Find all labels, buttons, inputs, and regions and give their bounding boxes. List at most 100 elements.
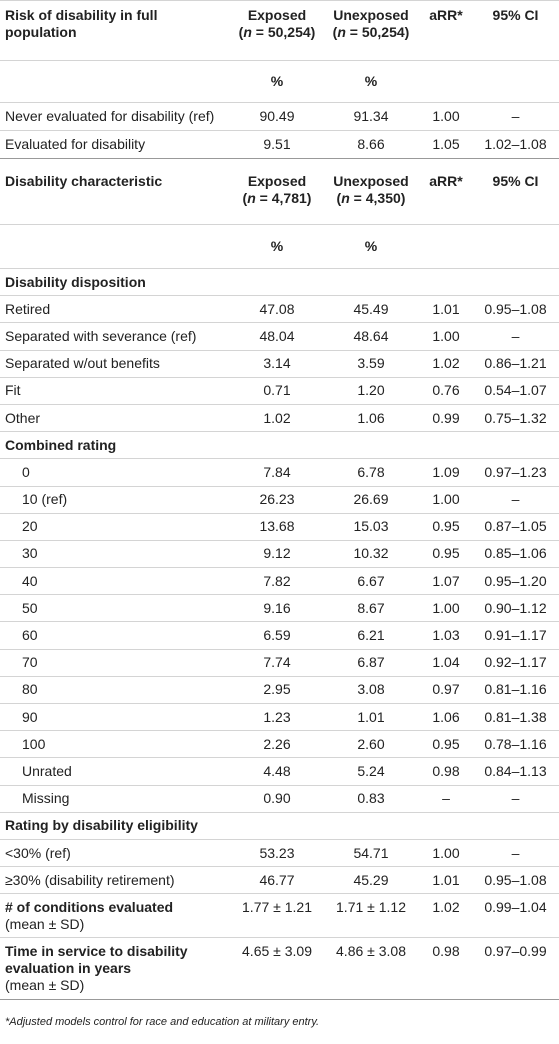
value-cell: 0.98 (420, 757, 472, 786)
row-label: 50 (0, 594, 232, 622)
value-cell: 1.00 (420, 838, 472, 867)
value-cell: 1.00 (420, 102, 472, 131)
summary-label: # of conditions evaluated (5, 899, 174, 916)
table-row: 20 13.68 15.03 0.95 0.87–1.05 (0, 512, 559, 541)
value-cell: 1.05 (420, 130, 472, 159)
row-label: 70 (0, 648, 232, 677)
value-cell: 4.48 (232, 757, 322, 786)
table-row: Disability disposition (0, 267, 559, 296)
table-row: Separated w/out benefits 3.14 3.59 1.02 0.86… (0, 349, 559, 378)
column-header: 95% CI (472, 158, 559, 225)
table-row: Separated with severance (ref) 48.04 48.64… (0, 322, 559, 351)
table-row: 90 1.23 1.01 1.06 0.81–1.38 (0, 702, 559, 731)
table-row: 80 2.95 3.08 0.97 0.81–1.16 (0, 675, 559, 704)
value-cell: 1.00 (420, 322, 472, 351)
value-cell: 4.65 ± 3.09 (232, 937, 322, 1000)
value-cell: 2.26 (232, 730, 322, 758)
value-cell: – (472, 485, 559, 514)
value-cell: 0.95–1.08 (472, 866, 559, 894)
empty-cell (472, 224, 559, 269)
value-cell: 1.00 (420, 485, 472, 514)
table-row: Combined rating (0, 431, 559, 459)
value-cell: 0.87–1.05 (472, 512, 559, 541)
value-cell: – (472, 784, 559, 813)
table-row: <30% (ref) 53.23 54.71 1.00– (0, 838, 559, 867)
value-cell: 1.71 ± 1.12 (322, 893, 420, 938)
row-label: Never evaluated for disability (ref) (0, 102, 232, 131)
table-row: Risk of disability in full population Exp… (0, 0, 559, 61)
value-cell: 0.99–1.04 (472, 893, 559, 938)
row-label: 90 (0, 702, 232, 731)
sample-size: = 4,781) (255, 190, 312, 206)
value-cell: 0.84–1.13 (472, 757, 559, 786)
value-cell: 0.81–1.38 (472, 702, 559, 731)
value-cell: 54.71 (322, 838, 420, 867)
column-header: Exposed (n = 4,781) (232, 158, 322, 225)
value-cell: 0.71 (232, 376, 322, 405)
table-row: %% (0, 60, 559, 103)
value-cell: 7.82 (232, 567, 322, 595)
table-row: Missing 0.90 0.83– – (0, 784, 559, 813)
value-cell: 1.06 (420, 702, 472, 731)
table-row: Evaluated for disability 9.51 8.66 1.05 1.02… (0, 130, 559, 159)
value-cell: 1.20 (322, 376, 420, 405)
value-cell: 1.04 (420, 648, 472, 677)
column-header: Unexposed (n = 50,254) (322, 0, 420, 61)
value-cell: 2.95 (232, 675, 322, 704)
row-label: Retired (0, 295, 232, 323)
table-row: Never evaluated for disability (ref) 90.4… (0, 102, 559, 131)
value-cell: 90.49 (232, 102, 322, 131)
value-cell: 5.24 (322, 757, 420, 786)
group-label: Disability disposition (0, 267, 559, 296)
group-label: Rating by disability eligibility (0, 811, 559, 840)
empty-cell (472, 60, 559, 103)
sample-size: ( (238, 24, 244, 40)
row-label: 0 (0, 458, 232, 486)
value-cell: – (472, 322, 559, 351)
summary-label: Time in service to disability evaluation… (5, 943, 188, 977)
value-cell: 10.32 (322, 539, 420, 568)
value-cell: 0.95 (420, 512, 472, 541)
value-cell: 3.59 (322, 349, 420, 378)
sample-size: = 50,254) (251, 24, 316, 40)
value-cell: 8.67 (322, 594, 420, 622)
column-header: Exposed (n = 50,254) (232, 0, 322, 61)
row-label: Unrated (0, 757, 232, 786)
row-label: 100 (0, 730, 232, 758)
row-header: Risk of disability in full population (0, 0, 232, 61)
value-cell: 7.74 (232, 648, 322, 677)
value-cell: 1.23 (232, 702, 322, 731)
value-cell: 1.01 (420, 295, 472, 323)
footnote: *Adjusted models control for race and ed… (0, 999, 559, 1044)
value-cell: 1.01 (420, 866, 472, 894)
value-cell: 6.87 (322, 648, 420, 677)
value-cell: 9.16 (232, 594, 322, 622)
value-cell: 0.54–1.07 (472, 376, 559, 405)
column-title: Exposed (247, 7, 307, 23)
value-cell: 15.03 (322, 512, 420, 541)
table-row: 100 2.26 2.60 0.95 0.78–1.16 (0, 730, 559, 758)
value-cell: 9.12 (232, 539, 322, 568)
sample-size: n (341, 190, 350, 206)
sample-size: ( (242, 190, 248, 206)
table-row: 0 7.84 6.78 1.09 0.97–1.23 (0, 458, 559, 486)
row-label: Fit (0, 376, 232, 405)
value-cell: 0.99 (420, 403, 472, 432)
value-cell: 7.84 (232, 458, 322, 486)
column-title: Exposed (247, 173, 307, 189)
row-label: 10 (ref) (0, 485, 232, 514)
table-row: Unrated 4.48 5.24 0.98 0.84–1.13 (0, 757, 559, 786)
value-cell: 47.08 (232, 295, 322, 323)
value-cell: 0.98 (420, 937, 472, 1000)
row-label: ≥30% (disability retirement) (0, 866, 232, 894)
value-cell: 0.95 (420, 730, 472, 758)
row-label: # of conditions evaluated (mean ± SD) (0, 893, 232, 938)
value-cell: 1.06 (322, 403, 420, 432)
empty-cell (420, 224, 472, 269)
sample-size: ( (336, 190, 342, 206)
table-row: Retired 47.08 45.49 1.01 0.95–1.08 (0, 295, 559, 323)
column-header: Unexposed (n = 4,350) (322, 158, 420, 225)
value-cell: 6.78 (322, 458, 420, 486)
value-cell: 0.97–0.99 (472, 937, 559, 1000)
